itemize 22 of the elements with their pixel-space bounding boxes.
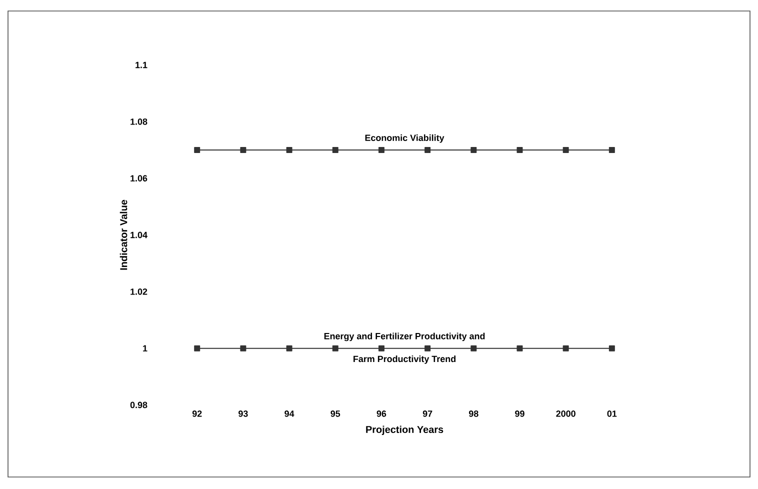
- x-tick-label: 98: [468, 410, 478, 417]
- y-axis-title: Indicator Value: [120, 200, 128, 270]
- y-tick-label: 1.06: [130, 175, 148, 182]
- x-tick-label: 97: [422, 410, 432, 417]
- y-tick-label: 1.1: [136, 62, 148, 68]
- x-tick-label: 2000: [556, 410, 576, 417]
- annotation: Energy and Fertilizer Productivity and: [324, 332, 485, 342]
- x-tick-label: 94: [284, 410, 294, 417]
- y-tick-label: 0.98: [130, 402, 148, 408]
- y-tick-label: 1.04: [130, 232, 148, 238]
- x-tick-label: 96: [376, 410, 386, 417]
- x-tick-label: 95: [330, 410, 340, 417]
- annotation: Farm Productivity Trend: [354, 356, 456, 364]
- y-tick-label: 1.02: [130, 288, 148, 295]
- x-axis-title: Projection Years: [366, 426, 444, 435]
- x-tick-label: 99: [515, 410, 524, 417]
- x-tick-label: 01: [607, 410, 617, 417]
- x-tick-label: 93: [238, 410, 248, 417]
- y-tick-label: 1.08: [130, 118, 148, 125]
- y-tick-label: 1: [143, 345, 148, 352]
- annotation: Economic Viability: [365, 134, 444, 143]
- x-tick-label: 92: [192, 410, 202, 417]
